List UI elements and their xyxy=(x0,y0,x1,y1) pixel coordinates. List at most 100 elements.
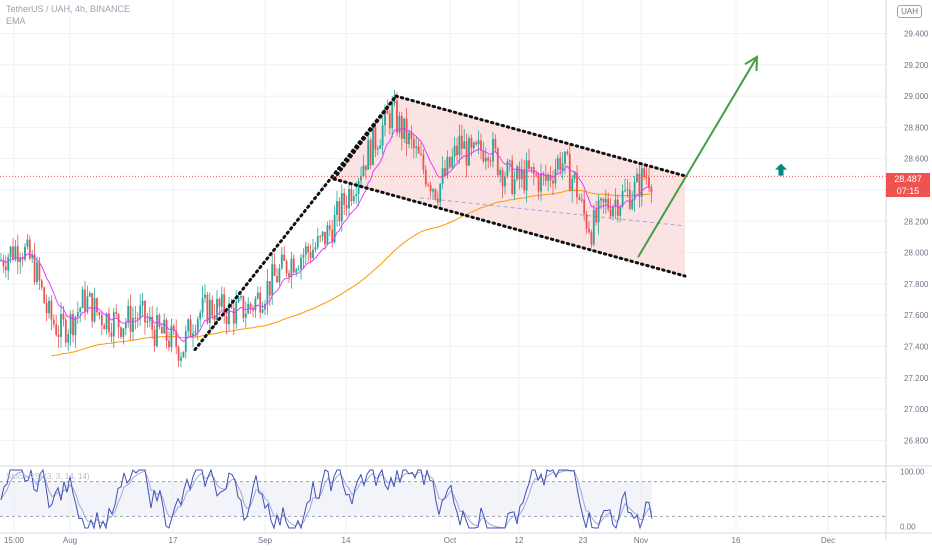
candle-body xyxy=(496,148,499,176)
candle-body xyxy=(460,135,463,149)
candle-body xyxy=(43,287,46,304)
candle-body xyxy=(144,301,146,323)
candle-body xyxy=(105,313,108,330)
candle-body xyxy=(115,312,118,315)
candle-body xyxy=(422,154,425,170)
candle-body xyxy=(31,254,34,259)
candle-body xyxy=(103,325,106,330)
candle-body xyxy=(283,254,286,261)
osc-tick-label: 100.00 xyxy=(900,468,925,477)
oscillator-label: Stoch RSI (3, 3, 14, 14) xyxy=(6,472,90,481)
candle-body xyxy=(367,140,370,170)
price-tick-label: 27.000 xyxy=(904,405,929,414)
dotted-trendline xyxy=(394,94,687,178)
candle-body xyxy=(211,299,214,316)
candle-body xyxy=(266,281,269,304)
up-marker-icon xyxy=(775,163,787,176)
price-tick-label: 26.800 xyxy=(904,436,929,445)
candle-body xyxy=(196,319,199,332)
candle-body xyxy=(396,100,398,133)
candle-body xyxy=(295,269,298,273)
candle-body xyxy=(326,225,329,245)
candles xyxy=(0,89,653,368)
candle-body xyxy=(319,236,322,238)
candle-body xyxy=(595,209,598,223)
candle-body xyxy=(321,231,324,237)
time-tick-label: Oct xyxy=(444,536,457,545)
candle-body xyxy=(129,305,132,332)
candle-body xyxy=(182,351,185,358)
candle-body xyxy=(134,317,137,319)
candle-body xyxy=(76,312,79,317)
candle-body xyxy=(36,262,38,283)
candle-body xyxy=(285,260,288,274)
candle-body xyxy=(122,328,125,337)
candle-body xyxy=(456,145,458,156)
candle-body xyxy=(160,327,163,334)
time-tick-label: 23 xyxy=(579,536,588,545)
time-tick-label: 14 xyxy=(342,536,351,545)
candle-body xyxy=(331,229,334,243)
candle-body xyxy=(172,325,175,331)
time-axis[interactable]: 15:00 Aug 17 Sep 14 Oct 12 23 Nov 16 Dec xyxy=(4,536,835,545)
candle-body xyxy=(235,301,238,324)
candle-body xyxy=(470,138,473,149)
currency-button[interactable]: UAH xyxy=(897,5,922,18)
candle-body xyxy=(352,196,355,202)
candle-body xyxy=(350,188,353,202)
candle-body xyxy=(650,187,653,193)
time-tick-label: Dec xyxy=(821,536,835,545)
candle-body xyxy=(364,165,367,170)
candle-body xyxy=(216,298,218,321)
dotted-trendline xyxy=(332,94,398,181)
candle-body xyxy=(112,312,115,337)
candle-body xyxy=(189,319,192,337)
candle-body xyxy=(132,317,134,332)
candle-body xyxy=(86,296,89,312)
candle-body xyxy=(50,300,53,320)
candle-body xyxy=(576,172,578,198)
osc-k-line xyxy=(0,468,653,530)
candle-body xyxy=(487,157,490,161)
candle-body xyxy=(72,313,74,336)
candle-body xyxy=(292,258,295,273)
candle-body xyxy=(91,293,94,322)
stoch-rsi-pane: 100.00 0.00 xyxy=(0,468,925,531)
candle-body xyxy=(465,141,468,166)
candle-body xyxy=(146,320,149,323)
candle-body xyxy=(564,151,566,164)
candle-body xyxy=(501,170,504,187)
candle-body xyxy=(448,157,451,168)
candle-body xyxy=(525,160,528,191)
candle-body xyxy=(117,314,120,328)
candle-body xyxy=(592,209,595,245)
candle-body xyxy=(544,174,547,181)
candle-body xyxy=(590,232,593,245)
candle-body xyxy=(362,165,365,176)
candle-body xyxy=(33,254,36,283)
candle-body xyxy=(156,314,158,346)
candle-body xyxy=(276,276,278,283)
candle-body xyxy=(561,163,564,171)
time-tick-label: Nov xyxy=(634,536,648,545)
candle-body xyxy=(187,319,190,332)
time-tick-label: Aug xyxy=(63,536,77,545)
candle-body xyxy=(9,246,12,258)
candle-body xyxy=(312,249,314,259)
candle-body xyxy=(163,319,166,334)
candle-body xyxy=(458,135,461,156)
candle-body xyxy=(472,142,475,149)
countdown-tag: 07:15 xyxy=(886,185,930,197)
candle-body xyxy=(338,201,341,222)
candle-body xyxy=(194,331,197,334)
candle-body xyxy=(199,312,202,320)
candle-body xyxy=(424,169,427,185)
candle-body xyxy=(568,153,571,191)
candle-body xyxy=(477,140,480,145)
candle-body xyxy=(520,168,523,180)
candle-body xyxy=(240,296,242,298)
candle-body xyxy=(388,113,391,129)
candle-body xyxy=(513,178,516,195)
time-tick-label: Sep xyxy=(258,536,273,545)
